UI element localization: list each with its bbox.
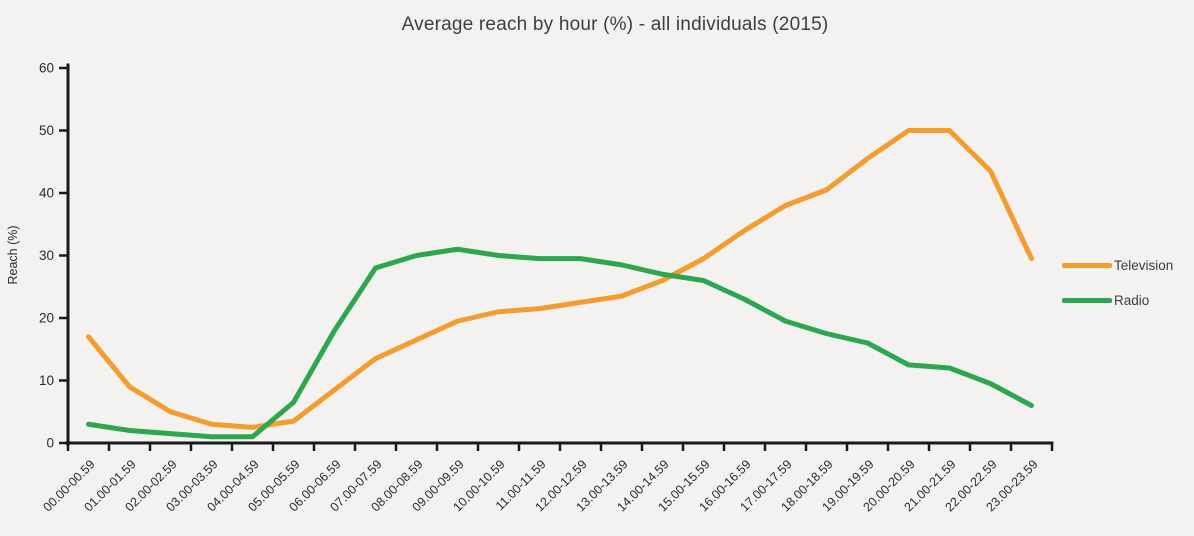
chart-title: Average reach by hour (%) - all individu… bbox=[401, 14, 829, 35]
y-axis-tick-labels: 0 10 20 30 40 50 60 bbox=[39, 61, 54, 451]
television-line bbox=[86, 128, 1034, 430]
svg-text:60: 60 bbox=[39, 61, 54, 76]
svg-text:20: 20 bbox=[39, 311, 54, 326]
svg-text:10: 10 bbox=[39, 373, 54, 388]
legend: Television Radio bbox=[1062, 258, 1173, 308]
legend-label-television: Television bbox=[1114, 258, 1174, 273]
legend-label-radio: Radio bbox=[1114, 293, 1150, 308]
svg-text:30: 30 bbox=[39, 248, 54, 263]
y-axis-ticks bbox=[59, 66, 68, 445]
radio-line bbox=[86, 246, 1034, 440]
svg-text:0: 0 bbox=[46, 436, 54, 451]
svg-text:50: 50 bbox=[39, 123, 54, 138]
x-axis-tick-labels: 00.00-00.5901.00-01.5902.00-02.5903.00-0… bbox=[41, 457, 1041, 514]
legend-item-radio: Radio bbox=[1062, 293, 1173, 308]
svg-text:40: 40 bbox=[39, 186, 54, 201]
radio-line-swatch bbox=[1062, 298, 1112, 303]
legend-item-television: Television bbox=[1062, 258, 1173, 273]
axes bbox=[65, 63, 1054, 446]
x-axis-ticks bbox=[66, 443, 1054, 451]
television-line-swatch bbox=[1062, 263, 1112, 268]
